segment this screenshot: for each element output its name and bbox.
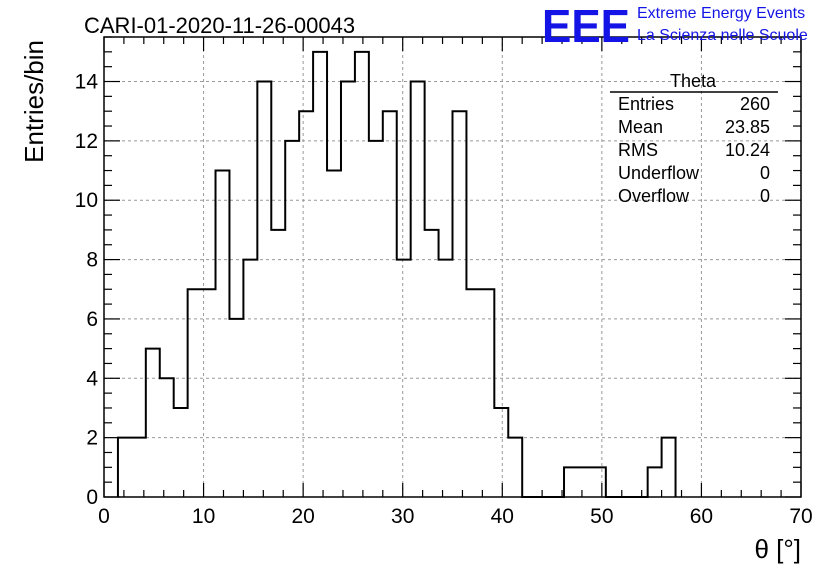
logo-mark: EEE — [542, 0, 630, 52]
x-tick-label-20: 20 — [291, 505, 314, 528]
x-axis-title: θ [°] — [754, 534, 801, 564]
y-tick-label-6: 6 — [86, 308, 98, 331]
axis-ticks — [103, 36, 802, 498]
plot-frame — [103, 36, 802, 498]
y-tick-label-4: 4 — [86, 367, 98, 390]
x-tick-labels: 0 10 20 30 40 50 60 70 — [98, 505, 813, 528]
stats-value-underflow: 0 — [760, 163, 770, 183]
stats-label-mean: Mean — [618, 117, 663, 137]
x-tick-label-30: 30 — [391, 505, 414, 528]
stats-value-overflow: 0 — [760, 186, 770, 206]
logo-line-2: La Scienza nelle Scuole — [637, 27, 808, 44]
y-tick-label-8: 8 — [86, 249, 98, 272]
stats-label-underflow: Underflow — [618, 163, 700, 183]
y-tick-label-10: 10 — [75, 189, 98, 212]
x-tick-label-10: 10 — [192, 505, 215, 528]
chart-title: CARI-01-2020-11-26-00043 — [84, 13, 355, 38]
stats-label-rms: RMS — [618, 140, 658, 160]
y-tick-label-2: 2 — [86, 427, 98, 450]
stats-value-mean: 23.85 — [725, 117, 770, 137]
y-tick-label-12: 12 — [75, 130, 98, 153]
stats-value-entries: 260 — [740, 94, 770, 114]
x-tick-label-60: 60 — [690, 505, 713, 528]
x-tick-label-70: 70 — [789, 505, 812, 528]
eee-logo: EEE Extreme Energy Events La Scienza nel… — [542, 0, 808, 52]
y-axis-title: Entries/bin — [19, 40, 49, 163]
x-tick-label-40: 40 — [491, 505, 514, 528]
stats-label-entries: Entries — [618, 94, 674, 114]
grid-lines — [104, 37, 801, 497]
x-tick-label-50: 50 — [590, 505, 613, 528]
histogram-series-theta — [116, 50, 677, 498]
x-tick-label-0: 0 — [98, 505, 110, 528]
stats-value-rms: 10.24 — [725, 140, 770, 160]
stats-box: Theta Entries 260 Mean 23.85 RMS 10.24 U… — [610, 71, 778, 206]
y-tick-labels: 0 2 4 6 8 10 12 14 — [75, 71, 99, 509]
stats-title: Theta — [670, 71, 717, 91]
stats-label-overflow: Overflow — [618, 186, 690, 206]
logo-line-1: Extreme Energy Events — [637, 5, 805, 22]
y-tick-label-14: 14 — [75, 71, 99, 94]
y-tick-label-0: 0 — [86, 486, 98, 509]
